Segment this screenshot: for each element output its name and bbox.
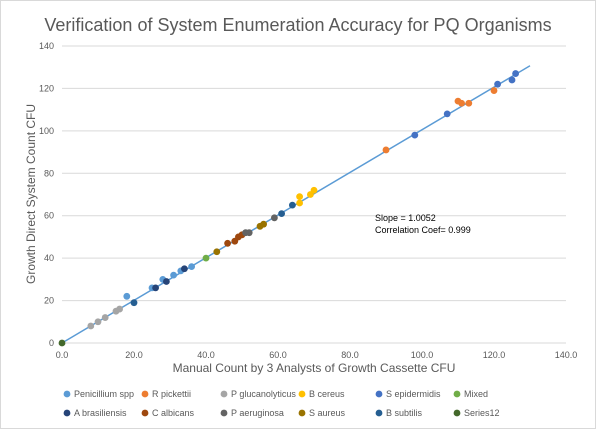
legend-label-s-epidermidis: S epidermidis (386, 389, 441, 399)
legend-marker-p-aeruginosa (220, 409, 228, 417)
x-tick-label: 140.0 (555, 350, 578, 360)
legend-label-p-aeruginosa: P aeruginosa (231, 408, 284, 418)
data-point-c-albicans (224, 239, 232, 247)
legend-marker-p-glucanolyticus (220, 390, 228, 398)
correlation-annotation: Correlation Coef= 0.999 (375, 225, 471, 235)
legend-label-b-cereus: B cereus (309, 389, 345, 399)
legend-label-series12: Series12 (464, 408, 500, 418)
y-tick-label: 140 (39, 41, 54, 51)
data-point-r-pickettii (490, 87, 498, 94)
data-point-p-glucanolyticus (87, 322, 95, 330)
slope-annotation: Slope = 1.0052 (375, 213, 436, 223)
data-point-r-pickettii (465, 99, 473, 107)
legend-marker-c-albicans (141, 409, 149, 417)
x-tick-label: 60.0 (269, 350, 287, 360)
x-tick-label: 100.0 (411, 350, 434, 360)
legend-label-s-aureus: S aureus (309, 408, 346, 418)
legend: Penicillium spp R pickettii P glucanolytic… (63, 389, 500, 418)
legend-label-mixed: Mixed (464, 389, 488, 399)
data-point-b-cereus (310, 186, 318, 194)
x-tick-label: 0.0 (56, 350, 69, 360)
legend-marker-mixed (453, 390, 461, 398)
y-tick-label: 40 (44, 253, 54, 263)
data-point-s-epidermidis (443, 110, 451, 118)
legend-label-penicillium-spp: Penicillium spp (74, 389, 134, 399)
legend-marker-s-aureus (298, 409, 306, 417)
trendline-layer (61, 65, 531, 344)
legend-marker-series12 (453, 409, 461, 417)
data-point-s-epidermidis (512, 70, 519, 77)
data-point-s-aureus (213, 248, 221, 256)
data-point-r-pickettii (458, 99, 465, 107)
x-tick-label: 20.0 (125, 350, 143, 360)
legend-marker-b-cereus (298, 390, 306, 398)
y-tick-label: 80 (44, 168, 54, 178)
data-point-p-aeruginosa (245, 229, 253, 237)
legend-label-a-brasiliensis: A brasiliensis (74, 408, 127, 418)
data-point-series12 (58, 339, 66, 347)
legend-marker-s-epidermidis (375, 390, 383, 398)
data-point-penicillium-spp (123, 292, 131, 300)
y-tick-label: 20 (44, 296, 54, 306)
data-point-r-pickettii (382, 146, 390, 154)
y-axis-label: Growth Direct System Count CFU (24, 104, 38, 284)
data-point-a-brasiliensis (163, 278, 170, 285)
legend-label-b-subtilis: B subtilis (386, 408, 423, 418)
data-point-p-glucanolyticus (116, 305, 123, 313)
data-point-penicillium-spp (170, 271, 178, 279)
y-tick-label: 60 (44, 211, 54, 221)
data-point-mixed (202, 254, 210, 262)
x-tick-label: 120.0 (483, 350, 506, 360)
data-point-b-cereus (296, 193, 303, 201)
data-point-penicillium-spp (188, 263, 196, 271)
data-point-b-cereus (296, 199, 303, 207)
y-tick-label: 0 (49, 338, 54, 348)
x-tick-label: 80.0 (341, 350, 359, 360)
data-point-p-glucanolyticus (101, 314, 109, 321)
data-point-b-subtilis (289, 201, 296, 209)
x-tick-label: 40.0 (197, 350, 215, 360)
y-tick-label: 100 (39, 126, 54, 136)
data-point-s-epidermidis (508, 76, 516, 84)
data-point-b-subtilis (278, 210, 285, 217)
x-axis-ticks: 0.0 20.0 40.0 60.0 80.0 100.0 120.0 140.0 (56, 350, 578, 360)
legend-label-c-albicans: C albicans (152, 408, 195, 418)
trendline (61, 65, 531, 344)
data-point-s-epidermidis (411, 131, 419, 139)
legend-label-r-pickettii: R pickettii (152, 389, 191, 399)
x-axis-label: Manual Count by 3 Analysts of Growth Cas… (173, 361, 456, 375)
data-points (58, 70, 519, 347)
legend-marker-r-pickettii (141, 390, 149, 398)
gridlines (62, 45, 566, 344)
data-point-a-brasiliensis (152, 284, 160, 292)
legend-label-p-glucanolyticus: P glucanolyticus (231, 389, 296, 399)
legend-marker-b-subtilis (375, 409, 383, 417)
data-point-s-epidermidis (494, 80, 501, 88)
data-point-s-aureus (260, 220, 267, 228)
data-point-a-brasiliensis (181, 265, 188, 273)
chart-title: Verification of System Enumeration Accur… (44, 15, 551, 35)
y-tick-label: 120 (39, 83, 54, 93)
legend-marker-penicillium-spp (63, 390, 71, 398)
y-axis-ticks: 0 20 40 60 80 100 120 140 (39, 41, 54, 348)
data-point-p-aeruginosa (271, 214, 278, 222)
data-point-p-glucanolyticus (94, 318, 102, 326)
legend-marker-a-brasiliensis (63, 409, 71, 417)
data-point-b-subtilis (130, 299, 138, 307)
